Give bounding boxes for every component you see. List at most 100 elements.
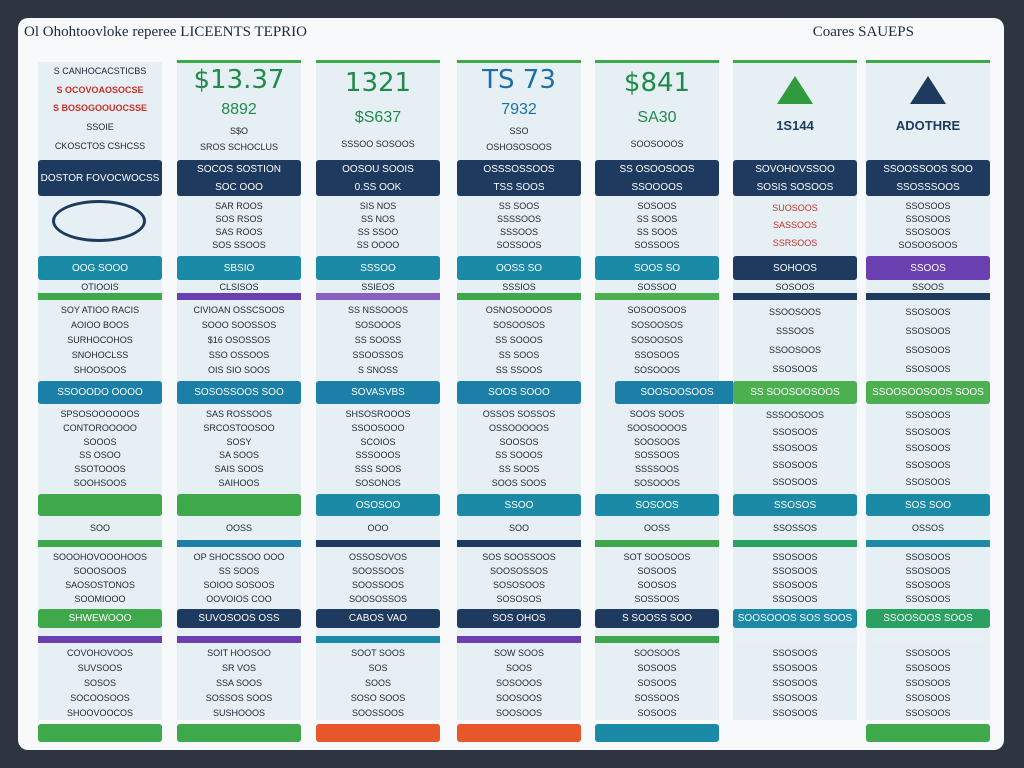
text-line: SSOSOOS <box>905 580 951 590</box>
text-line: SSOSOOS <box>905 476 951 487</box>
head: S CANHOCACSTICBS S OCOVOAOSOCSE S BOSOGOOU… <box>38 62 162 155</box>
text-line: SOIT HOOSOO <box>207 648 271 659</box>
text-line: SOS <box>368 663 388 674</box>
text-line: S CANHOCACSTICBS <box>53 66 147 77</box>
text-line: TS 73 <box>482 65 556 96</box>
text-line: SSOOS <box>910 262 946 274</box>
caption: OOSS <box>595 519 719 537</box>
text-line: SSOSOOS <box>772 692 818 703</box>
text-line: SOY ATIOO RACIS <box>60 304 140 315</box>
text-line: SSOSOOS <box>905 325 951 336</box>
text-line: SOOS SOOS <box>491 478 547 489</box>
text-line: S SNOSS <box>357 365 398 376</box>
text-line: OSSSOSSOOS <box>483 163 555 175</box>
text-line: SSSOOOS <box>355 450 401 461</box>
text-line: OOSOU SOOIS <box>342 163 414 175</box>
text-line: SSOSOS <box>773 499 817 511</box>
text-line: 8892 <box>221 101 257 119</box>
text-line: SOSOOS <box>637 677 677 688</box>
text-line: SOOSSOOS <box>351 707 404 718</box>
text-line: SSSOOSOOS <box>765 410 825 421</box>
header-right: Coares SAUEPS <box>812 24 914 40</box>
text-line: SSOSOOS <box>905 363 951 374</box>
text-line: SS SSOO <box>357 227 399 238</box>
text-line: SR VOS <box>221 663 256 674</box>
item-list: SOIT HOOSOO SR VOS SSA SOOS SOSSOS SOOS SUSH… <box>177 646 301 720</box>
head: 1321 $S637 SSSOO SOSOOS <box>316 62 440 155</box>
bar: SOVASVBS <box>316 381 440 404</box>
text-line: SSOOSSOS <box>352 350 404 361</box>
text-line: SSOSSSOOS <box>896 181 960 193</box>
section-stripe <box>733 540 857 547</box>
item-list: SHSOSROOOS SSOOSOOO SCOIOS SSSOOOS SSS SOOS S… <box>316 407 440 490</box>
text-line: ADOTHRE <box>895 118 961 133</box>
section-stripe <box>457 636 581 643</box>
item-list: SSOSOOS SSOSOOS SSOSOOS SSOSOOS <box>866 302 990 378</box>
text-line: SOOS SOOO <box>488 387 550 398</box>
text-line: SOOSOOS <box>495 692 542 703</box>
text-line: SAR ROOS <box>215 200 263 211</box>
item-list: SOS SOOSSOOS SOOSOSSOS SOSOSOOS SOSOSOS <box>457 550 581 606</box>
section-stripe <box>38 636 162 643</box>
text-line: SSOSOOS <box>634 350 680 361</box>
item-list: SOOOHOVOOOHOOS SOOOSOOS SAOSOSTONOS SOOMIOO… <box>38 550 162 606</box>
section-stripe <box>316 636 440 643</box>
section-stripe <box>595 636 719 643</box>
text-line: SOO <box>89 523 110 533</box>
text-line: SOSOOOS <box>354 319 401 330</box>
text-line: CONTOROOOOO <box>63 422 137 433</box>
bar: SS SOOSOOSOOS <box>733 381 857 404</box>
text-line: SOOSOS <box>499 436 539 447</box>
text-line: SPSOSOOOOOOS <box>60 408 140 419</box>
text-line: SSSOO <box>360 262 396 274</box>
text-line: SOSOOS <box>637 200 677 211</box>
text-line: SOOSOSSOS <box>348 594 408 604</box>
text-line: SOSSOOS <box>634 240 680 251</box>
text-line: SOSSOOS <box>496 240 542 251</box>
text-line: OSSOSOVOS <box>348 552 408 562</box>
text-line: SOSSOOS <box>634 692 680 703</box>
text-line: SOOSOOS <box>495 707 542 718</box>
text-line: 0.SS OOK <box>354 181 402 193</box>
text-line: SROS SCHOCLUS <box>199 141 279 152</box>
text-line: SSOSOOS <box>905 552 951 562</box>
text-line: SOSSOS SOOS <box>205 692 273 703</box>
text-line: SOSOS <box>83 677 116 688</box>
text-line: SOOSOOOS SOS SOOS <box>737 613 853 624</box>
item-list: SSOSOOS SSOSOOS SSOSOOS SOSOOSOOS <box>866 199 990 252</box>
text-line: SOSOOSOS <box>492 319 545 330</box>
item-list: SAS ROSSOOS SRCOSTOOSOO SOSY SA SOOS SAIS SO… <box>177 407 301 490</box>
caption: SSSIOS <box>457 281 581 292</box>
item-list: SOY ATIOO RACIS AOIOO BOOS SURHOCOHOS SNOHO… <box>38 302 162 378</box>
text-line: SOSOOS <box>637 663 677 674</box>
caption: SOSSOO <box>595 281 719 292</box>
caption: SOSOOS <box>733 281 857 292</box>
text-line: SSOO <box>504 499 534 511</box>
text-line: CKOSCTOS CSHCSS <box>54 140 146 151</box>
bar: SOVOHOVSSOO SOSIS SOSOOS <box>733 160 857 196</box>
head: $841 SA30 SOOSOOOS <box>595 62 719 155</box>
text-line: SHOOSOOS <box>73 365 127 376</box>
item-list: SOW SOOS SOOS SOSOOOS SOOSOOS SOOSOOS <box>457 646 581 720</box>
text-line: SOOSOSSOS <box>489 566 549 576</box>
text-line: SOOSOOS <box>633 648 680 659</box>
page-title: Ol Ohohtoovloke reperee LICEENTS TEPRIO <box>24 24 308 40</box>
text-line: SSOSOOS <box>772 648 818 659</box>
text-line: S SOOSS SOO <box>621 613 693 624</box>
bar <box>316 724 440 742</box>
text-line: SOOS <box>364 677 391 688</box>
item-list: SOOSOOS SOSOOS SOSOOS SOSSOOS SOSOOS <box>595 646 719 720</box>
text-line: SOSOOSOOS <box>898 240 958 251</box>
button: OOG SOOO <box>38 256 162 280</box>
text-line: SOOSSOOS <box>351 580 404 590</box>
text-line: SOSOOS <box>637 707 677 718</box>
bar <box>177 724 301 742</box>
item-list: SOSOOS SS SOOS SS SOOS SOSSOOS <box>595 199 719 252</box>
text-line: SOSOOSOS <box>630 334 683 345</box>
text-line: SOSOOOS <box>495 677 542 688</box>
text-line: SOOS SOOS <box>629 408 685 419</box>
text-line: COVOHOVOOS <box>66 648 133 659</box>
button: SOHOOS <box>733 256 857 280</box>
button: SOS SOO <box>866 494 990 516</box>
bar: S SOOSS SOO <box>595 609 719 628</box>
